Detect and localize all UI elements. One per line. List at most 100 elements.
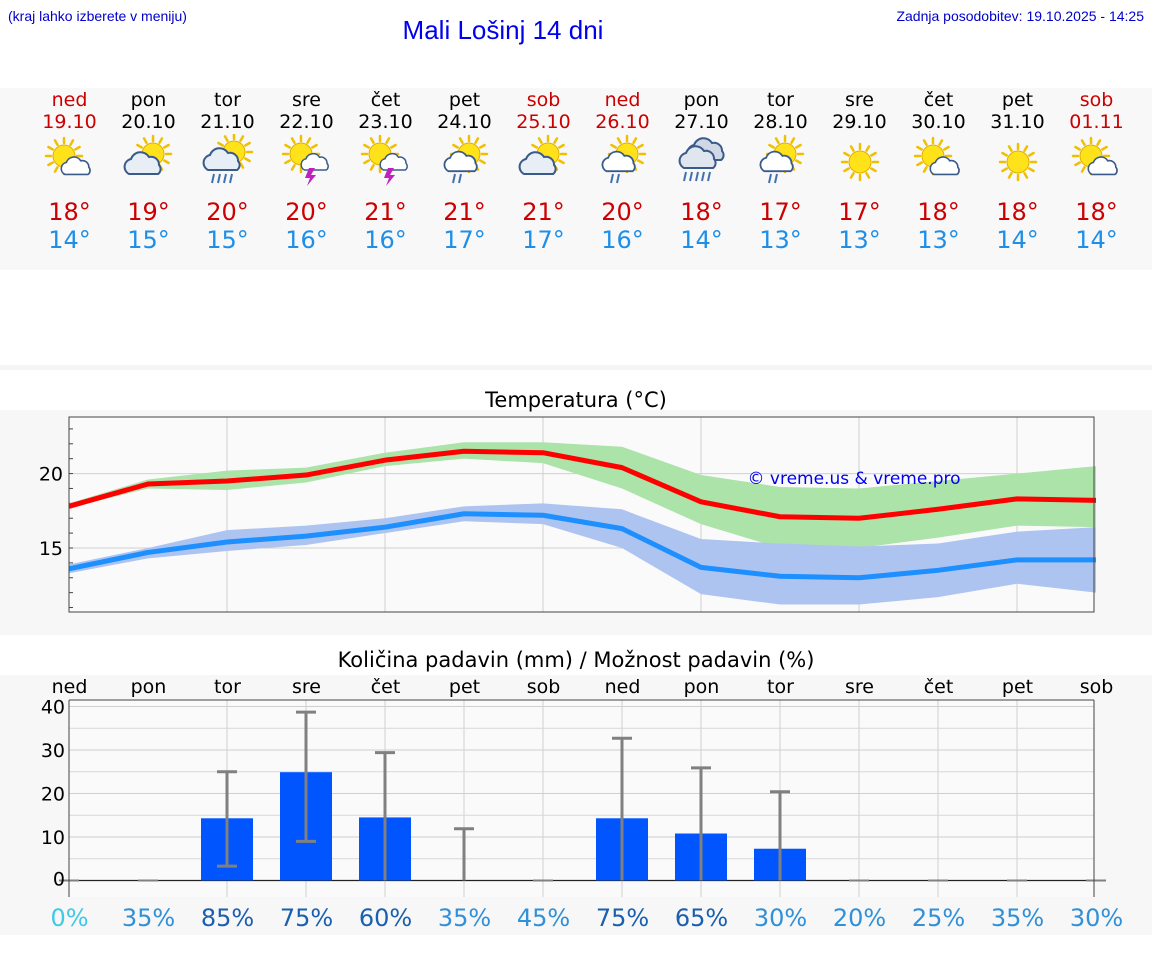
precipitation-chart-title: Količina padavin (mm) / Možnost padavin … — [337, 648, 815, 672]
precip-probability: 60% — [358, 904, 413, 932]
precip-day-label: sre — [292, 676, 321, 698]
temp-min: 15° — [127, 226, 170, 254]
y-tick-label: 15 — [39, 538, 63, 560]
temp-min: 14° — [680, 226, 723, 254]
band-max — [69, 442, 1096, 548]
precip-probability: 65% — [674, 904, 729, 932]
day-name: ned — [51, 89, 88, 111]
precip-probability: 30% — [1069, 904, 1124, 932]
temp-max: 19° — [127, 198, 170, 226]
day-date: 27.10 — [674, 111, 729, 133]
precip-probability: 45% — [516, 904, 571, 932]
precip-probability: 75% — [279, 904, 334, 932]
rain-cloud-sun-icon — [202, 134, 254, 184]
temp-min: 15° — [206, 226, 249, 254]
cloud-sun-icon — [123, 134, 173, 175]
day-name: čet — [370, 89, 401, 111]
divider — [0, 365, 1152, 370]
day-name: pon — [683, 89, 720, 111]
precip-day-label: sob — [1079, 676, 1114, 698]
temp-max: 20° — [601, 198, 644, 226]
plot-frame — [68, 416, 1095, 613]
last-update: Zadnja posodobitev: 19.10.2025 - 14:25 — [896, 8, 1144, 24]
precip-probability: 30% — [753, 904, 808, 932]
precip-probability: 35% — [990, 904, 1045, 932]
y-tick-label: 40 — [41, 697, 65, 719]
precip-probability: 35% — [437, 904, 492, 932]
day-name: sob — [1079, 89, 1114, 111]
sun-shower-icon — [443, 134, 489, 184]
day-name: tor — [767, 89, 794, 111]
precip-day-label: pon — [683, 676, 720, 698]
temp-min: 16° — [601, 226, 644, 254]
precip-day-label: sre — [845, 676, 874, 698]
line-max — [68, 448, 1097, 521]
day-name: čet — [923, 89, 954, 111]
sun-shower-icon — [601, 134, 647, 184]
temp-min: 14° — [996, 226, 1039, 254]
day-date: 19.10 — [42, 111, 97, 133]
y-tick-label: 0 — [53, 868, 65, 890]
precip-day-label: tor — [767, 676, 794, 698]
day-name: sre — [845, 89, 874, 111]
day-date: 24.10 — [437, 111, 492, 133]
precip-day-label: čet — [923, 676, 954, 698]
line-min — [68, 511, 1096, 581]
temp-max: 18° — [996, 198, 1039, 226]
day-name: tor — [214, 89, 241, 111]
precip-probability: 25% — [911, 904, 966, 932]
temp-max: 17° — [759, 198, 802, 226]
thunder-sun-icon — [281, 134, 329, 186]
temp-max: 18° — [917, 198, 960, 226]
day-name: ned — [604, 89, 641, 111]
temp-max: 20° — [206, 198, 249, 226]
precipitation-chart: 0 10 20 30 40 — [41, 697, 1106, 897]
precip-day-label: pon — [130, 676, 167, 698]
sun-shower-icon — [759, 134, 805, 184]
temp-min: 13° — [759, 226, 802, 254]
temp-min: 14° — [1075, 226, 1118, 254]
sun-cloud-icon — [913, 136, 960, 176]
precip-day-label: ned — [51, 676, 88, 698]
y-tick-label: 20 — [39, 464, 63, 486]
day-date: 01.11 — [1069, 111, 1124, 133]
temp-max: 18° — [680, 198, 723, 226]
precip-day-label: pet — [1001, 676, 1034, 698]
daily-forecast-strip: ned 19.10 18° 14° pon 20.10 19° 15° tor 21… — [0, 88, 1152, 270]
day-date: 23.10 — [358, 111, 413, 133]
temp-max: 18° — [1075, 198, 1118, 226]
precip-day-label: čet — [370, 676, 401, 698]
day-date: 21.10 — [200, 111, 255, 133]
temp-min: 17° — [443, 226, 486, 254]
precip-day-label: sob — [526, 676, 561, 698]
temp-max: 18° — [48, 198, 91, 226]
temp-min: 14° — [48, 226, 91, 254]
temp-min: 13° — [917, 226, 960, 254]
day-date: 30.10 — [911, 111, 966, 133]
day-name: sre — [292, 89, 321, 111]
y-tick-label: 20 — [41, 783, 65, 805]
precip-day-label: tor — [214, 676, 241, 698]
location-hint[interactable]: (kraj lahko izberete v meniju) — [8, 8, 187, 24]
temp-max: 21° — [522, 198, 565, 226]
temp-min: 16° — [285, 226, 328, 254]
precip-day-label: ned — [604, 676, 641, 698]
day-name: pet — [448, 89, 481, 111]
day-name: pet — [1001, 89, 1034, 111]
cloud-sun-icon — [518, 134, 568, 175]
temp-max: 17° — [838, 198, 881, 226]
temperature-chart-title: Temperatura (°C) — [485, 388, 667, 412]
precip-day-label: pet — [448, 676, 481, 698]
sun-cloud-icon — [1071, 136, 1118, 176]
temp-max: 21° — [443, 198, 486, 226]
copyright-annotation: © vreme.us & vreme.pro — [747, 469, 960, 489]
thunder-sun-icon — [360, 134, 408, 186]
day-date: 31.10 — [990, 111, 1045, 133]
page-title: Mali Lošinj 14 dni — [402, 15, 604, 45]
precip-probability: 0% — [50, 904, 89, 932]
y-tick-label: 10 — [41, 827, 65, 849]
temp-max: 21° — [364, 198, 407, 226]
day-date: 20.10 — [121, 111, 176, 133]
day-date: 25.10 — [516, 111, 571, 133]
temp-max: 20° — [285, 198, 328, 226]
